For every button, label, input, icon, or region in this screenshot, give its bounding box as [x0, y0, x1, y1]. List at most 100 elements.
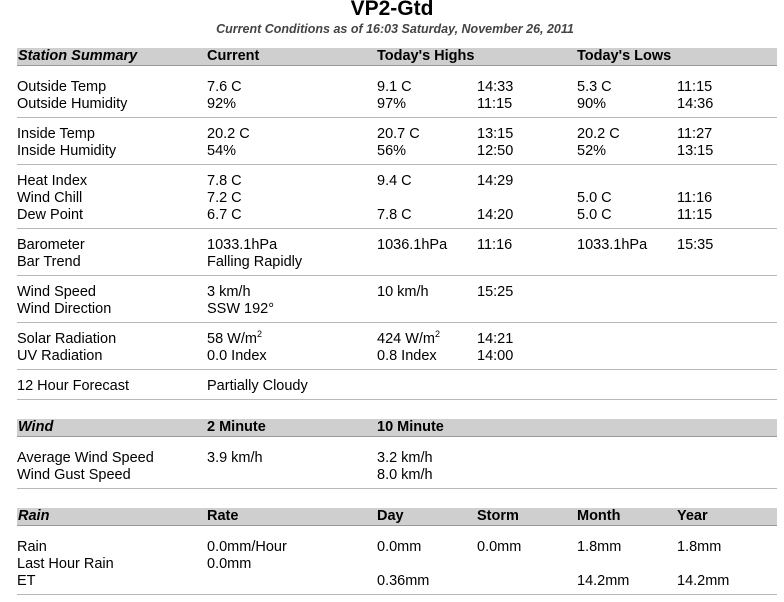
station-current-value: 1033.1hPa: [207, 237, 278, 253]
station-group-divider: [17, 228, 777, 229]
station-current-value: Partially Cloudy: [207, 378, 308, 394]
ten-minute-heading: 10 Minute: [377, 419, 444, 435]
station-low-time: 11:16: [677, 190, 713, 206]
station-row-label: Solar Radiation: [17, 331, 117, 347]
wind-row-label: Average Wind Speed: [17, 450, 154, 466]
station-high-time: 14:00: [477, 348, 514, 364]
rain-year-value: 1.8mm: [677, 539, 722, 555]
rain-month-value: 1.8mm: [577, 539, 622, 555]
station-high-value: 1036.1hPa: [377, 237, 448, 253]
station-group-divider: [17, 322, 777, 323]
station-current-value: 7.2 C: [207, 190, 242, 206]
station-high-time: 14:29: [477, 173, 514, 189]
wind-ten-minute-value: 3.2 km/h: [377, 450, 433, 466]
station-row-label: Barometer: [17, 237, 85, 253]
two-minute-heading: 2 Minute: [207, 419, 266, 435]
rain-day-value: 0.36mm: [377, 573, 430, 589]
rain-row-label: ET: [17, 573, 36, 589]
station-high-time: 14:20: [477, 207, 514, 223]
rate-heading: Rate: [207, 508, 239, 524]
station-current-value: 0.0 Index: [207, 348, 267, 364]
station-summary-header: Station Summary Current Today's Highs To…: [17, 48, 777, 66]
station-low-value: 90%: [577, 96, 607, 112]
wind-two-minute-value: 3.9 km/h: [207, 450, 263, 466]
station-high-value: 9.1 C: [377, 79, 412, 95]
station-current-value: Falling Rapidly: [207, 254, 303, 270]
station-current-value: 6.7 C: [207, 207, 242, 223]
rain-rate-value: 0.0mm: [207, 556, 252, 572]
station-current-value: 54%: [207, 143, 237, 159]
station-high-value-text: 424 W/m: [377, 331, 436, 347]
station-low-value: 20.2 C: [577, 126, 620, 142]
station-row-label: Bar Trend: [17, 254, 81, 270]
rain-storm-value: 0.0mm: [477, 539, 522, 555]
wind-divider: [17, 488, 777, 489]
station-row-label: Wind Chill: [17, 190, 83, 206]
station-current-value: SSW 192°: [207, 301, 275, 317]
station-group-divider: [17, 369, 777, 370]
station-high-time: 11:15: [477, 96, 513, 112]
station-group-divider: [17, 275, 777, 276]
station-high-time: 11:16: [477, 237, 513, 253]
day-heading: Day: [377, 508, 404, 524]
station-row-label: Dew Point: [17, 207, 84, 223]
rain-year-value: 14.2mm: [677, 573, 730, 589]
station-high-value: 10 km/h: [377, 284, 429, 300]
wind-header: Wind 2 Minute 10 Minute: [17, 419, 777, 437]
year-heading: Year: [677, 508, 708, 524]
station-high-value: 56%: [377, 143, 407, 159]
todays-lows-heading: Today's Lows: [577, 48, 672, 64]
station-low-value: 52%: [577, 143, 607, 159]
station-row-label: Outside Temp: [17, 79, 107, 95]
station-current-value: 58 W/m2: [207, 330, 262, 348]
station-low-value: 5.3 C: [577, 79, 612, 95]
month-heading: Month: [577, 508, 621, 524]
station-high-value: 20.7 C: [377, 126, 420, 142]
station-row-label: Wind Direction: [17, 301, 112, 317]
station-high-time: 14:21: [477, 331, 514, 347]
station-low-time: 11:27: [677, 126, 713, 142]
rain-header: Rain Rate Day Storm Month Year: [17, 508, 777, 526]
todays-highs-heading: Today's Highs: [377, 48, 475, 64]
station-high-value: 9.4 C: [377, 173, 412, 189]
rain-heading: Rain: [18, 508, 50, 524]
station-low-time: 13:15: [677, 143, 714, 159]
station-row-label: Inside Temp: [17, 126, 95, 142]
station-high-time: 12:50: [477, 143, 514, 159]
station-current-value-text: 58 W/m: [207, 331, 257, 347]
wind-ten-minute-value: 8.0 km/h: [377, 467, 433, 483]
station-row-label: Heat Index: [17, 173, 88, 189]
station-row-label: Outside Humidity: [17, 96, 128, 112]
station-low-value: 5.0 C: [577, 190, 612, 206]
station-high-value: 424 W/m2: [377, 329, 441, 348]
rain-rate-value: 0.0mm/Hour: [207, 539, 287, 555]
station-low-time: 11:15: [677, 207, 713, 223]
rain-day-value: 0.0mm: [377, 539, 422, 555]
page-subtitle: Current Conditions as of 16:03 Saturday,…: [216, 22, 574, 36]
station-high-value: 7.8 C: [377, 207, 412, 223]
rain-divider: [17, 594, 777, 595]
station-high-time: 13:15: [477, 126, 514, 142]
station-high-time: 14:33: [477, 79, 514, 95]
wind-heading: Wind: [18, 419, 54, 435]
station-current-value: 20.2 C: [207, 126, 250, 142]
station-current-value: 92%: [207, 96, 237, 112]
station-high-value-superscript: 2: [435, 329, 441, 340]
station-low-time: 14:36: [677, 96, 714, 112]
station-group-divider: [17, 399, 777, 400]
station-row-label: Wind Speed: [17, 284, 96, 300]
station-summary-heading: Station Summary: [18, 48, 138, 64]
station-current-value: 7.8 C: [207, 173, 242, 189]
storm-heading: Storm: [477, 508, 519, 524]
station-row-label: UV Radiation: [17, 348, 103, 364]
current-heading: Current: [207, 48, 260, 64]
station-group-divider: [17, 117, 777, 118]
rain-month-value: 14.2mm: [577, 573, 630, 589]
rain-row-label: Last Hour Rain: [17, 556, 114, 572]
station-row-label: 12 Hour Forecast: [17, 378, 130, 394]
station-low-value: 5.0 C: [577, 207, 612, 223]
station-high-time: 15:25: [477, 284, 514, 300]
station-row-label: Inside Humidity: [17, 143, 117, 159]
station-low-time: 15:35: [677, 237, 714, 253]
page-title: VP2-Gtd: [350, 0, 434, 20]
